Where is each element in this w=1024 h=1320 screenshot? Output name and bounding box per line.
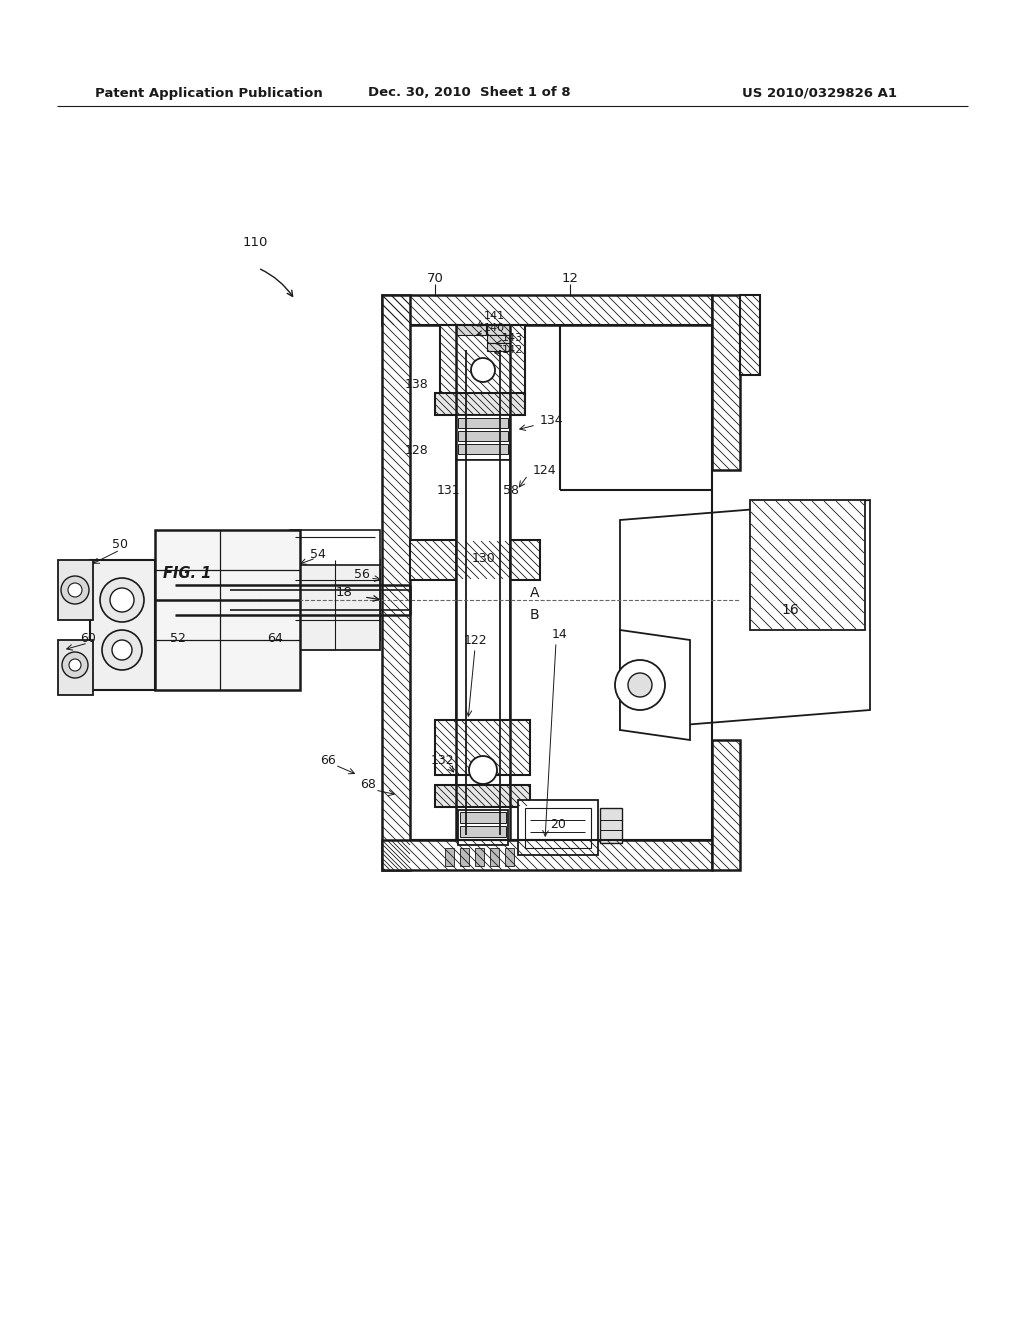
- Text: 64: 64: [267, 631, 283, 644]
- Text: 50: 50: [112, 539, 128, 552]
- Bar: [445, 847, 454, 866]
- Bar: [58, 640, 93, 696]
- Bar: [382, 294, 410, 870]
- Text: 58: 58: [503, 483, 519, 496]
- Bar: [487, 325, 510, 335]
- Circle shape: [102, 630, 142, 671]
- Bar: [518, 800, 598, 855]
- Circle shape: [112, 640, 132, 660]
- Circle shape: [471, 358, 495, 381]
- Polygon shape: [620, 500, 870, 730]
- Circle shape: [628, 673, 652, 697]
- Text: 142: 142: [502, 345, 523, 355]
- Text: 131: 131: [436, 483, 460, 496]
- Bar: [290, 570, 380, 640]
- Bar: [435, 785, 530, 807]
- Circle shape: [469, 756, 497, 784]
- Bar: [456, 459, 510, 800]
- Circle shape: [110, 587, 134, 612]
- Bar: [435, 719, 530, 775]
- Circle shape: [62, 652, 88, 678]
- Text: 132: 132: [430, 754, 454, 767]
- Text: FIG. 1: FIG. 1: [163, 565, 211, 581]
- Circle shape: [61, 576, 89, 605]
- Bar: [456, 414, 510, 459]
- Circle shape: [100, 578, 144, 622]
- Bar: [456, 325, 486, 335]
- Bar: [750, 500, 865, 630]
- Text: 122: 122: [463, 634, 486, 647]
- Bar: [490, 847, 499, 866]
- Bar: [295, 560, 380, 649]
- Bar: [712, 294, 740, 470]
- Bar: [458, 418, 508, 428]
- Text: 54: 54: [310, 548, 326, 561]
- Circle shape: [69, 659, 81, 671]
- Bar: [458, 810, 508, 845]
- Bar: [458, 432, 508, 441]
- Text: 143: 143: [502, 333, 523, 343]
- Text: 124: 124: [534, 463, 557, 477]
- Text: 12: 12: [561, 272, 579, 285]
- Circle shape: [615, 660, 665, 710]
- Bar: [505, 847, 514, 866]
- Bar: [90, 560, 155, 690]
- Bar: [290, 531, 380, 565]
- Polygon shape: [620, 630, 690, 741]
- Text: 52: 52: [170, 631, 186, 644]
- Bar: [487, 335, 510, 343]
- Circle shape: [68, 583, 82, 597]
- Bar: [458, 444, 508, 454]
- Bar: [525, 808, 591, 847]
- Bar: [382, 294, 712, 325]
- Text: Patent Application Publication: Patent Application Publication: [95, 87, 323, 99]
- Text: 60: 60: [80, 631, 96, 644]
- Text: 20: 20: [550, 818, 566, 832]
- Text: B: B: [530, 609, 540, 622]
- Text: 140: 140: [484, 323, 505, 333]
- Text: 70: 70: [427, 272, 443, 285]
- Text: Dec. 30, 2010  Sheet 1 of 8: Dec. 30, 2010 Sheet 1 of 8: [368, 87, 570, 99]
- Text: 18: 18: [335, 586, 352, 599]
- Bar: [460, 826, 506, 837]
- Bar: [740, 294, 760, 375]
- Text: 66: 66: [321, 754, 336, 767]
- Bar: [58, 560, 93, 620]
- Bar: [440, 325, 525, 395]
- Text: 141: 141: [484, 312, 505, 321]
- Text: 110: 110: [243, 236, 268, 249]
- Text: 16: 16: [781, 603, 799, 616]
- Text: 128: 128: [404, 444, 428, 457]
- Text: 14: 14: [552, 628, 568, 642]
- Bar: [410, 540, 540, 579]
- Text: 68: 68: [360, 779, 376, 792]
- Text: 130: 130: [472, 552, 496, 565]
- Bar: [460, 812, 506, 822]
- Text: 56: 56: [354, 568, 370, 581]
- Text: 134: 134: [540, 413, 563, 426]
- Text: US 2010/0329826 A1: US 2010/0329826 A1: [742, 87, 897, 99]
- Bar: [712, 741, 740, 870]
- Bar: [600, 808, 622, 843]
- Bar: [487, 343, 510, 351]
- Bar: [382, 840, 712, 870]
- Text: 138: 138: [404, 379, 428, 392]
- Bar: [435, 393, 525, 414]
- Text: A: A: [530, 586, 540, 601]
- Bar: [155, 531, 300, 690]
- Bar: [460, 847, 469, 866]
- Bar: [475, 847, 484, 866]
